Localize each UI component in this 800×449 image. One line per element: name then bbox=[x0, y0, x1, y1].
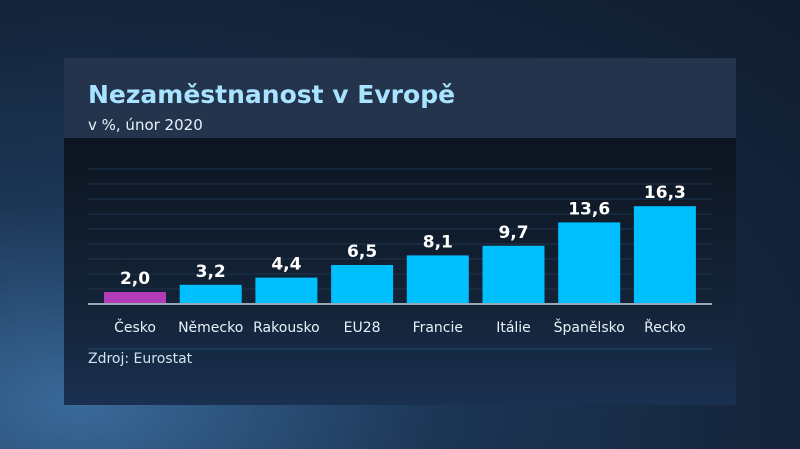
data-label: 2,0 bbox=[120, 269, 150, 289]
x-tick-label: Itálie bbox=[496, 320, 531, 336]
x-tick-label: Řecko bbox=[644, 319, 686, 336]
chart-panel: Nezaměstnanost v Evropě v %, únor 2020 2… bbox=[64, 58, 736, 405]
data-label: 3,2 bbox=[196, 262, 226, 282]
bar-chart: 2,0 Česko 3,2 Německo 4,4 Rakousko 6,5 EU28 8,1 F… bbox=[88, 168, 712, 350]
x-tick-label: Francie bbox=[413, 320, 463, 336]
bar-Itálie bbox=[482, 245, 545, 304]
data-label: 8,1 bbox=[423, 232, 453, 252]
x-tick-label: Španělsko bbox=[554, 318, 625, 336]
plot-area: 2,0 Česko 3,2 Německo 4,4 Rakousko 6,5 EU28 8,1 F… bbox=[64, 138, 736, 405]
chart-title: Nezaměstnanost v Evropě bbox=[88, 80, 456, 109]
x-tick-label: Česko bbox=[114, 318, 156, 336]
x-tick-label: EU28 bbox=[344, 320, 381, 336]
data-label: 4,4 bbox=[271, 255, 301, 275]
source-note: Zdroj: Eurostat bbox=[88, 351, 193, 367]
chart-header: Nezaměstnanost v Evropě v %, únor 2020 bbox=[64, 58, 736, 138]
data-label: 13,6 bbox=[568, 199, 610, 219]
bar-Česko bbox=[104, 292, 166, 304]
bar-Řecko bbox=[633, 206, 696, 304]
bar-Španělsko bbox=[558, 222, 621, 304]
bar-Německo bbox=[179, 284, 242, 304]
chart-subtitle: v %, únor 2020 bbox=[88, 116, 203, 134]
bar-Francie bbox=[406, 255, 469, 304]
bar-Rakousko bbox=[255, 277, 318, 304]
x-tick-label: Rakousko bbox=[253, 320, 320, 336]
data-label: 16,3 bbox=[644, 183, 686, 203]
bar-EU28 bbox=[331, 265, 394, 304]
data-label: 9,7 bbox=[498, 223, 528, 243]
x-tick-label: Německo bbox=[178, 320, 243, 336]
data-label: 6,5 bbox=[347, 242, 377, 262]
